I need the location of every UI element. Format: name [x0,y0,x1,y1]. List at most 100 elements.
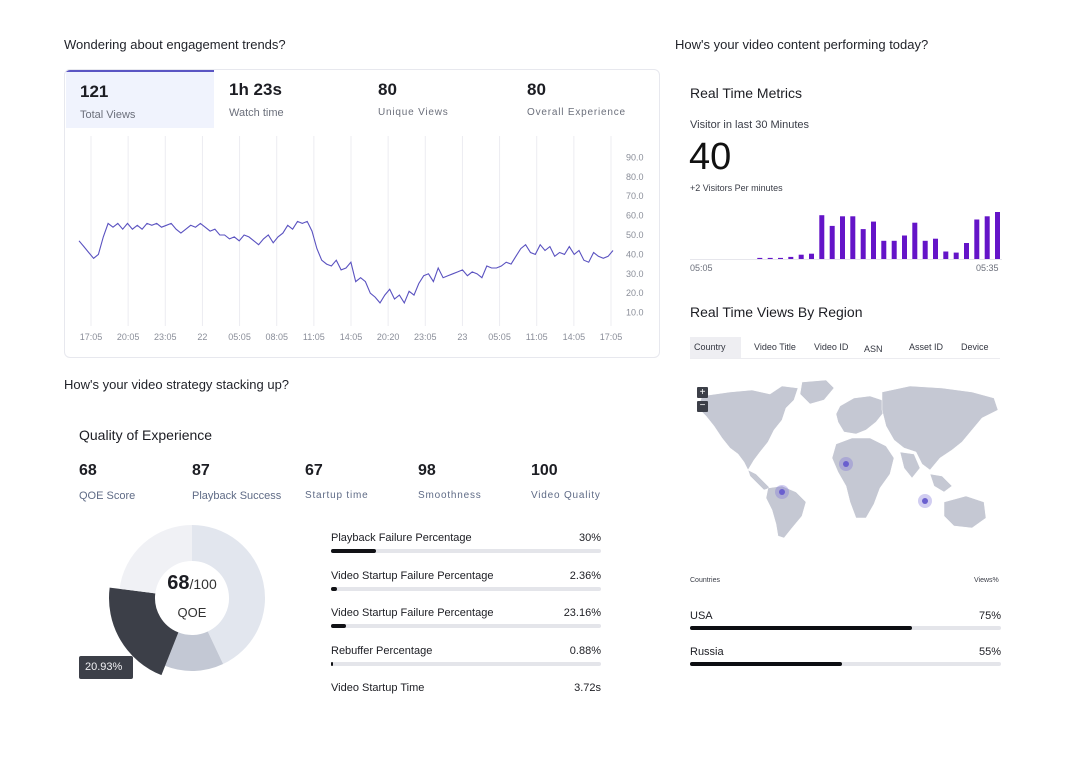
tab-value: 121 [80,82,109,101]
map-markers [775,457,932,508]
map-asia [881,385,999,471]
x-tick-label: 14:05 [340,332,363,342]
x-tick-label: 20:20 [377,332,400,342]
realtime-bar[interactable] [933,238,938,259]
tab-label: Total Views [80,109,136,121]
donut-center: 68/100 QOE [146,572,238,620]
video-quality-metric: 100 Video Quality [531,462,601,501]
region-tab-video-title[interactable]: Video Title [754,342,796,352]
realtime-bar[interactable] [809,253,814,259]
metric-value: 68 [79,462,97,479]
country-fill [690,662,843,666]
map-zoom-out-button[interactable]: − [697,401,708,412]
realtime-bar[interactable] [902,235,907,260]
realtime-bar[interactable] [850,216,856,259]
region-tab-asset-id[interactable]: Asset ID [909,342,944,352]
map-europe [835,395,885,435]
metric-value: 98 [418,462,436,479]
donut-segment-light-blue[interactable] [191,525,265,665]
region-tab-device[interactable]: Device [961,342,989,352]
donut-score: 68 [167,572,190,594]
realtime-bar[interactable] [881,240,887,259]
realtime-bar[interactable] [922,240,928,259]
y-tick-label: 40.0 [626,249,644,259]
realtime-bar[interactable] [964,243,969,259]
map-australia [943,495,987,529]
world-map[interactable] [690,378,1002,540]
x-tick-label: 11:05 [303,332,325,342]
x-tick-label: 23 [457,332,467,342]
realtime-bar[interactable] [860,229,866,259]
realtime-bar[interactable] [995,212,1000,259]
country-pct: 55% [978,646,1001,658]
donut-segment-gray-blue[interactable] [165,631,224,671]
realtime-bar[interactable] [943,251,949,260]
region-tab-asn[interactable]: ASN [864,344,883,354]
realtime-bar[interactable] [953,252,959,259]
tab-total-views[interactable]: 121 Total Views [66,70,214,128]
realtime-bar[interactable] [788,256,794,259]
metric-label: Startup time [305,490,369,501]
map-zoom-in-button[interactable]: + [697,387,708,398]
marker-south-america[interactable] [779,489,785,495]
engagement-question: Wondering about engagement trends? [64,37,286,52]
map-se-asia [929,473,953,493]
tab-watch-time[interactable]: 1h 23s Watch time [215,70,363,128]
region-tab-video-id[interactable]: Video ID [814,342,849,352]
donut-label: QOE [177,605,207,620]
realtime-bar[interactable] [891,240,897,259]
bar-track [331,624,601,628]
donut-segment-light-gray[interactable] [119,525,193,595]
country-pct: 75% [978,610,1001,622]
qoe-donut-chart [109,525,265,676]
country-row-russia: Russia 55% [690,646,1001,668]
region-tabs-divider [690,358,1000,359]
country-name: Russia [690,646,724,658]
realtime-bar[interactable] [757,257,763,259]
metric-label: Smoothness [418,490,482,501]
donut-segment-dark[interactable] [109,587,180,676]
realtime-bar[interactable] [767,257,773,259]
realtime-bar[interactable] [974,219,980,260]
realtime-bar[interactable] [984,216,990,259]
tab-unique-views[interactable]: 80 Unique Views [364,70,512,128]
tab-value: 1h 23s [229,80,282,99]
tab-label: Unique Views [378,107,449,118]
realtime-bar[interactable] [840,216,845,259]
donut-tooltip: 20.93% [79,656,133,679]
realtime-bar[interactable] [871,221,876,259]
y-tick-label: 20.0 [626,288,644,298]
x-tick-label: 11:05 [526,332,548,342]
startup-time-metric: 67 Startup time [305,462,369,501]
map-africa [831,437,895,519]
y-tick-label: 30.0 [626,269,644,279]
region-title: Real Time Views By Region [690,304,863,320]
metric-label: Playback Success [192,490,282,502]
bar-value: 2.36% [569,570,601,582]
bar-label: Video Startup Failure Percentage [331,570,494,582]
metric-value: 100 [531,462,558,479]
tab-value: 80 [378,80,397,99]
tab-overall-experience[interactable]: 80 Overall Experience [513,70,659,128]
x-tick-label: 17:05 [600,332,623,342]
playback-success-metric: 87 Playback Success [192,462,281,502]
realtime-bar[interactable] [829,225,835,259]
x-tick-label: 20:05 [117,332,140,342]
bar-label: Rebuffer Percentage [331,645,433,657]
realtime-bar[interactable] [778,257,783,259]
country-row-usa: USA 75% [690,610,1001,632]
realtime-bar[interactable] [798,254,804,259]
metric-value: 67 [305,462,323,479]
map-central-america [747,469,771,491]
region-tab-country[interactable]: Country [690,337,741,358]
marker-africa[interactable] [843,461,849,467]
visitor-delta: +2 Visitors Per minutes [690,183,783,193]
country-track [690,662,1001,666]
realtime-bar[interactable] [912,222,918,259]
realtime-bar[interactable] [819,215,825,259]
metric-label: QOE Score [79,490,136,502]
marker-asia[interactable] [922,498,928,504]
engagement-card: 121 Total Views 1h 23s Watch time 80 Uni… [64,69,660,358]
qoe-score-metric: 68 QOE Score [79,462,135,502]
metric-value: 87 [192,462,210,479]
